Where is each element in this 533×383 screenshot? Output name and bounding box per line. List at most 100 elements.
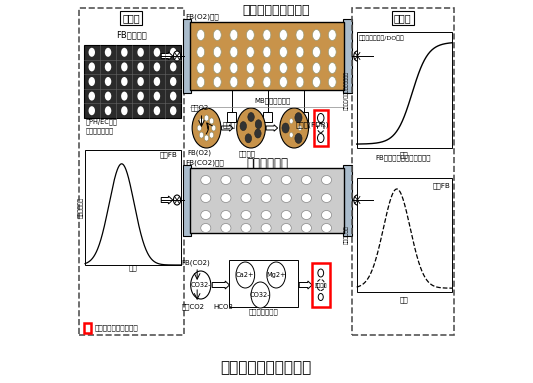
Ellipse shape	[230, 62, 238, 74]
Ellipse shape	[199, 118, 204, 124]
Ellipse shape	[255, 129, 261, 138]
Ellipse shape	[301, 224, 311, 232]
Ellipse shape	[121, 106, 127, 115]
Ellipse shape	[246, 62, 254, 74]
Text: 室内カラム試験概念図: 室内カラム試験概念図	[221, 360, 312, 375]
Ellipse shape	[88, 106, 95, 115]
Text: イオン塊: イオン塊	[314, 283, 327, 288]
Ellipse shape	[197, 29, 205, 41]
Ellipse shape	[281, 211, 292, 219]
Text: 頻度（個数）: 頻度（個数）	[344, 226, 349, 244]
Ellipse shape	[280, 108, 309, 148]
Bar	[84, 323, 91, 333]
Ellipse shape	[173, 195, 181, 205]
FancyArrow shape	[360, 196, 373, 204]
Ellipse shape	[154, 106, 160, 115]
Text: ・粒子分布調整: ・粒子分布調整	[86, 128, 114, 134]
Ellipse shape	[154, 48, 160, 57]
Ellipse shape	[246, 77, 254, 87]
Ellipse shape	[201, 211, 211, 219]
Polygon shape	[183, 165, 191, 236]
Ellipse shape	[121, 92, 127, 101]
Ellipse shape	[213, 62, 221, 74]
Ellipse shape	[279, 46, 287, 57]
Ellipse shape	[192, 108, 221, 148]
Ellipse shape	[312, 62, 320, 74]
FancyArrow shape	[222, 125, 233, 131]
Ellipse shape	[289, 119, 293, 124]
Ellipse shape	[328, 77, 336, 87]
Ellipse shape	[197, 46, 205, 57]
Text: CO32-: CO32-	[190, 282, 211, 288]
Ellipse shape	[173, 51, 181, 61]
Text: 時間: 時間	[400, 152, 408, 158]
Text: 溶存CO2: 溶存CO2	[182, 304, 205, 310]
Ellipse shape	[261, 175, 271, 185]
Text: FB発生装置: FB発生装置	[116, 31, 147, 39]
Ellipse shape	[221, 211, 231, 219]
Ellipse shape	[221, 224, 231, 232]
Ellipse shape	[121, 48, 127, 57]
Ellipse shape	[201, 175, 211, 185]
Ellipse shape	[105, 62, 111, 71]
Ellipse shape	[248, 113, 254, 121]
Ellipse shape	[245, 134, 252, 143]
Ellipse shape	[170, 48, 176, 57]
Polygon shape	[183, 19, 191, 93]
Ellipse shape	[230, 29, 238, 41]
FancyArrow shape	[212, 281, 230, 289]
Text: 本研究で注目する物質: 本研究で注目する物質	[94, 325, 138, 331]
Ellipse shape	[213, 29, 221, 41]
Text: 頻度（個数）: 頻度（個数）	[78, 196, 84, 218]
Ellipse shape	[354, 51, 361, 61]
Text: 炭酸塩化・中和: 炭酸塩化・中和	[248, 309, 278, 315]
Text: イオンクロマト/DO計等: イオンクロマト/DO計等	[359, 35, 405, 41]
Ellipse shape	[105, 77, 111, 86]
Polygon shape	[343, 19, 352, 93]
Ellipse shape	[230, 46, 238, 57]
Ellipse shape	[296, 29, 304, 41]
Text: Mg2+: Mg2+	[266, 272, 286, 278]
Ellipse shape	[296, 46, 304, 57]
Text: 粒径: 粒径	[400, 297, 408, 303]
Polygon shape	[357, 32, 453, 148]
Ellipse shape	[328, 29, 336, 41]
Ellipse shape	[261, 224, 271, 232]
Text: 土粒子: 土粒子	[223, 122, 236, 128]
Ellipse shape	[263, 77, 271, 87]
Text: 模擬汚染土壌カラム: 模擬汚染土壌カラム	[243, 3, 310, 16]
Ellipse shape	[201, 193, 211, 203]
Ellipse shape	[204, 135, 208, 141]
Ellipse shape	[209, 118, 214, 124]
Text: FB粒径・個数分布測定装置: FB粒径・個数分布測定装置	[375, 155, 431, 161]
Ellipse shape	[279, 29, 287, 41]
Ellipse shape	[321, 211, 332, 219]
FancyArrow shape	[266, 125, 278, 131]
Ellipse shape	[138, 77, 144, 86]
Text: ・PH/EC調整: ・PH/EC調整	[86, 119, 118, 125]
Ellipse shape	[354, 195, 361, 205]
Polygon shape	[357, 178, 453, 292]
Ellipse shape	[267, 262, 286, 288]
Polygon shape	[190, 168, 344, 233]
Ellipse shape	[105, 106, 111, 115]
Ellipse shape	[88, 77, 95, 86]
Ellipse shape	[197, 77, 205, 87]
Text: 汚染物質: 汚染物質	[239, 151, 256, 157]
Polygon shape	[230, 260, 298, 307]
Text: 気泡濃度/イオン・有機物濃度: 気泡濃度/イオン・有機物濃度	[344, 70, 349, 110]
Text: 水分計(FDR): 水分計(FDR)	[295, 122, 329, 128]
Ellipse shape	[236, 262, 255, 288]
Ellipse shape	[321, 193, 332, 203]
Ellipse shape	[170, 62, 176, 71]
Text: CO32-: CO32-	[250, 292, 271, 298]
Ellipse shape	[263, 29, 271, 41]
Bar	[313, 110, 328, 146]
Polygon shape	[343, 165, 352, 236]
Text: 溶存O2: 溶存O2	[190, 105, 208, 111]
Ellipse shape	[312, 46, 320, 57]
Text: Ca2+: Ca2+	[236, 272, 255, 278]
Ellipse shape	[88, 62, 95, 71]
FancyArrow shape	[161, 52, 173, 60]
Ellipse shape	[295, 113, 302, 123]
